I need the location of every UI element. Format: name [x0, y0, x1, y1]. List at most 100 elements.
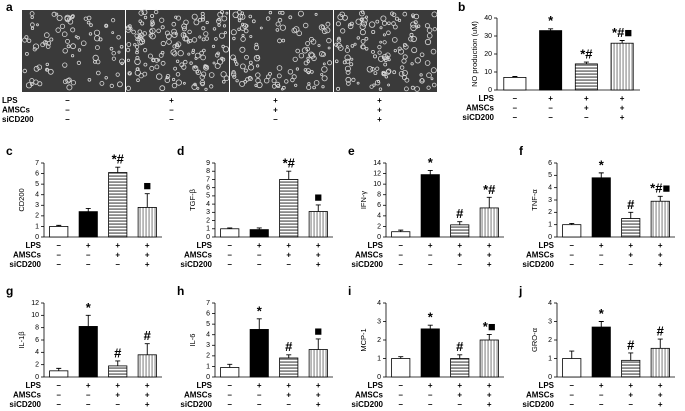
cell [235, 79, 239, 83]
cell [222, 24, 227, 28]
cell [249, 35, 253, 39]
cell [181, 23, 188, 30]
cell [230, 29, 237, 36]
cell [99, 81, 105, 86]
cell [254, 42, 259, 47]
cell [115, 72, 120, 77]
cell [143, 15, 148, 20]
bar [539, 30, 563, 91]
condition-mark: + [273, 106, 278, 115]
cell [240, 36, 246, 42]
condition-mark: + [457, 391, 462, 400]
error-bar [598, 172, 604, 178]
cell [306, 71, 311, 75]
cell [76, 60, 82, 66]
condition-mark: – [399, 241, 404, 250]
bar [420, 174, 440, 238]
condition-mark: – [86, 400, 91, 409]
condition-name: AMSCs [526, 251, 555, 260]
cell [135, 44, 140, 50]
y-tick-label: 12 [31, 300, 39, 307]
condition-name: LPS [25, 381, 41, 390]
cell [386, 68, 392, 74]
cell [119, 44, 124, 49]
cell [277, 17, 283, 23]
condition-mark: + [115, 241, 120, 250]
cell [256, 81, 263, 89]
y-axis-label: NO production (uM) [470, 21, 479, 87]
micrograph [230, 10, 333, 92]
error-bar [486, 196, 492, 208]
cell [148, 33, 153, 38]
condition-name: LPS [367, 241, 383, 250]
condition-mark: + [377, 106, 382, 115]
cell [350, 44, 355, 48]
cell [182, 33, 187, 37]
cell [306, 85, 312, 91]
cell [223, 75, 230, 81]
cell [383, 58, 388, 62]
cell [364, 46, 369, 51]
bar [610, 42, 634, 91]
cell [192, 65, 199, 72]
bar [220, 228, 240, 238]
cell [230, 71, 237, 77]
error-bar [256, 227, 262, 230]
cell [371, 50, 375, 54]
cell [397, 46, 402, 51]
cell [265, 16, 271, 21]
condition-mark: + [487, 260, 492, 269]
condition-mark: + [658, 391, 663, 400]
y-tick-label: 5 [35, 181, 39, 188]
cell [244, 54, 249, 60]
y-tick-label: 3 [377, 318, 381, 325]
error-bar [144, 343, 150, 355]
y-tick-label: 2 [548, 209, 552, 216]
cell [340, 28, 346, 34]
significance: * [548, 13, 554, 28]
error-bar [144, 193, 150, 208]
cell [30, 22, 35, 28]
bar [249, 329, 269, 378]
condition-mark: – [513, 94, 518, 103]
cell [135, 56, 140, 61]
condition-mark: + [428, 241, 433, 250]
condition-mark: + [599, 241, 604, 250]
cell [111, 18, 116, 23]
bar [279, 179, 299, 238]
cell [45, 67, 49, 72]
bar [479, 339, 499, 378]
condition-mark: – [629, 400, 634, 409]
cell [143, 62, 148, 67]
y-tick-label: 4 [206, 332, 210, 339]
condition-mark: – [629, 260, 634, 269]
cell [222, 79, 226, 84]
cell [141, 9, 148, 16]
error-bar [398, 356, 404, 359]
cell [242, 23, 248, 29]
condition-mark: + [316, 381, 321, 390]
error-bar [569, 222, 575, 225]
y-tick-label: 5 [206, 193, 210, 200]
condition-mark: + [487, 391, 492, 400]
y-tick-label: 10 [484, 69, 492, 76]
cell [305, 46, 311, 52]
cell [337, 45, 344, 51]
panel-label: b [458, 0, 465, 14]
cell [66, 77, 72, 83]
cell [217, 58, 224, 65]
cell [160, 60, 166, 66]
cell [32, 43, 40, 50]
cell [89, 23, 93, 27]
cell [175, 41, 182, 48]
cell [276, 84, 281, 89]
significance: *■ [483, 319, 496, 334]
cell [180, 32, 187, 38]
cell [278, 10, 282, 15]
panel-label: g [6, 284, 13, 298]
significance: # [456, 206, 464, 221]
cell [208, 72, 215, 78]
cell [182, 81, 186, 85]
y-tick-label: 0 [206, 234, 210, 241]
cell [140, 38, 145, 42]
